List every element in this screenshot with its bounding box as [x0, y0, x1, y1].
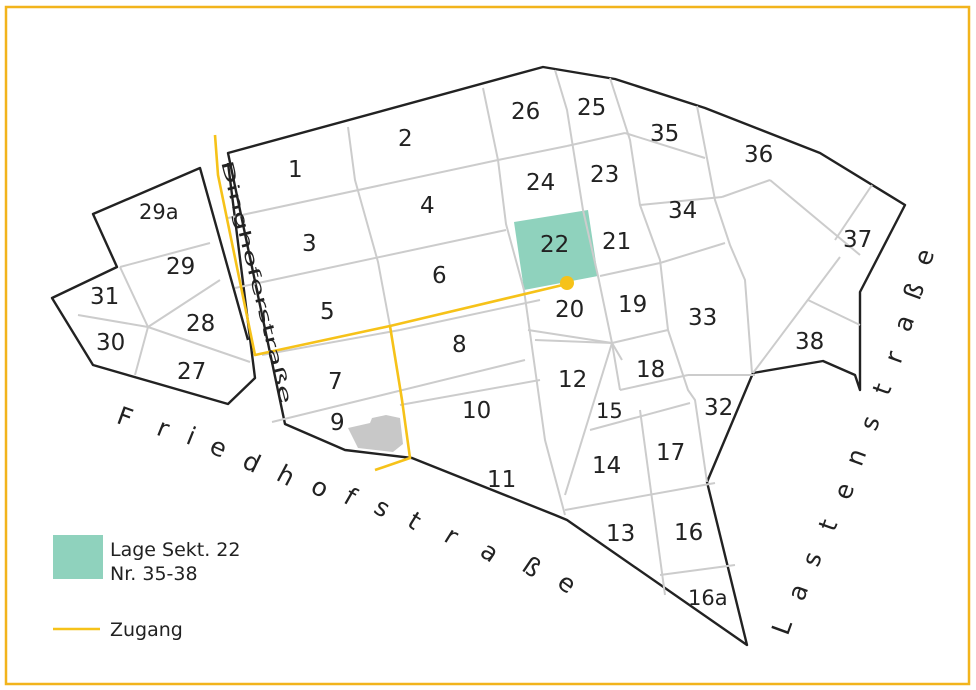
section-label[interactable]: 31 [90, 284, 119, 310]
section-label[interactable]: 2 [398, 126, 413, 152]
section-label[interactable]: 23 [590, 162, 619, 188]
section-label[interactable]: 34 [668, 198, 697, 224]
section-label[interactable]: 4 [420, 193, 435, 219]
legend-access-label: Zugang [110, 619, 183, 641]
section-label[interactable]: 21 [602, 229, 631, 255]
section-label[interactable]: 26 [511, 99, 540, 125]
legend: Lage Sekt. 22 Nr. 35-38 Zugang [53, 535, 240, 641]
section-label[interactable]: 28 [186, 311, 215, 337]
section-label[interactable]: 27 [177, 359, 206, 385]
legend-swatch-location [53, 535, 103, 579]
section-label[interactable]: 16a [688, 586, 728, 610]
cemetery-boundary [226, 65, 907, 647]
section-label[interactable]: 18 [636, 357, 665, 383]
section-label[interactable]: 30 [96, 330, 125, 356]
section-label[interactable]: 7 [328, 369, 343, 395]
map-frame [4, 5, 971, 686]
section-label[interactable]: 32 [704, 395, 733, 421]
annex-boundary [50, 162, 257, 406]
section-label[interactable]: 29 [166, 254, 195, 280]
legend-location-line2: Nr. 35-38 [110, 563, 198, 585]
section-label[interactable]: 17 [656, 440, 685, 466]
section-label[interactable]: 10 [462, 398, 491, 424]
section-label[interactable]: 37 [843, 227, 872, 253]
section-label[interactable]: 36 [744, 142, 773, 168]
section-label[interactable]: 14 [592, 453, 621, 479]
access-path [213, 134, 568, 357]
section-label[interactable]: 15 [596, 399, 623, 423]
section-label[interactable]: 9 [330, 410, 345, 436]
section-label[interactable]: 33 [688, 305, 717, 331]
section-label[interactable]: 1 [288, 157, 303, 183]
section-label[interactable]: 19 [618, 292, 647, 318]
section-label[interactable]: 3 [302, 231, 317, 257]
section-labels: 1 2 3 4 5 6 7 8 9 10 11 12 13 14 15 16 1… [90, 95, 872, 610]
chapel-building [348, 415, 403, 452]
section-label[interactable]: 20 [555, 297, 584, 323]
section-label[interactable]: 16 [674, 520, 703, 546]
section-label[interactable]: 25 [577, 95, 606, 121]
legend-location-line1: Lage Sekt. 22 [110, 539, 240, 561]
section-label[interactable]: 8 [452, 332, 467, 358]
section-label[interactable]: 38 [795, 329, 824, 355]
section-label-highlighted[interactable]: 22 [540, 232, 569, 258]
section-label[interactable]: 13 [606, 521, 635, 547]
section-label[interactable]: 29a [139, 200, 179, 224]
access-path-branch [374, 325, 412, 472]
section-label[interactable]: 5 [320, 299, 335, 325]
section-label[interactable]: 24 [526, 170, 555, 196]
section-label[interactable]: 6 [432, 263, 447, 289]
section-22-highlight[interactable] [514, 210, 598, 290]
entrance-dot [560, 276, 574, 290]
section-label[interactable]: 35 [650, 121, 679, 147]
section-label[interactable]: 11 [487, 467, 516, 493]
section-label[interactable]: 12 [558, 367, 587, 393]
